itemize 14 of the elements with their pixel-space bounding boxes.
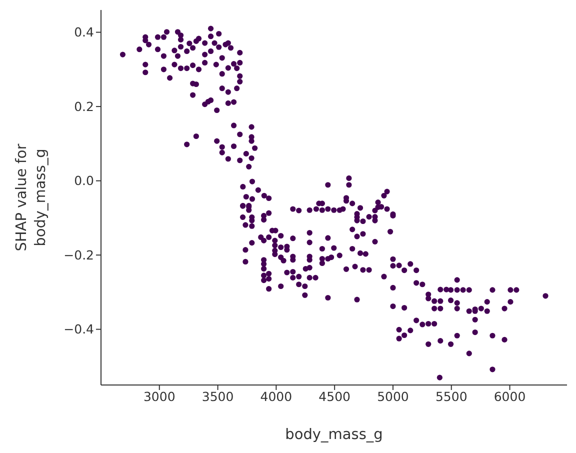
x-tick-label: 3000 xyxy=(143,388,176,404)
x-tick-label: 5000 xyxy=(377,388,409,404)
y-tick-label: 0.2 xyxy=(74,98,94,114)
x-tick-label: 4000 xyxy=(260,388,292,404)
y-tick-label: −0.2 xyxy=(64,247,94,262)
x-tick-label: 5500 xyxy=(435,388,468,404)
y-tick-label: 0.0 xyxy=(74,173,94,188)
x-tick-label: 4500 xyxy=(318,388,351,404)
y-tick-label: 0.4 xyxy=(74,24,94,40)
x-tick-label: 6000 xyxy=(494,388,526,404)
x-tick-label: 3500 xyxy=(202,388,234,404)
y-axis-title: SHAP value for body_mass_g xyxy=(14,144,49,252)
y-tick-label: −0.4 xyxy=(64,322,94,337)
x-axis-title: body_mass_g xyxy=(285,427,383,443)
